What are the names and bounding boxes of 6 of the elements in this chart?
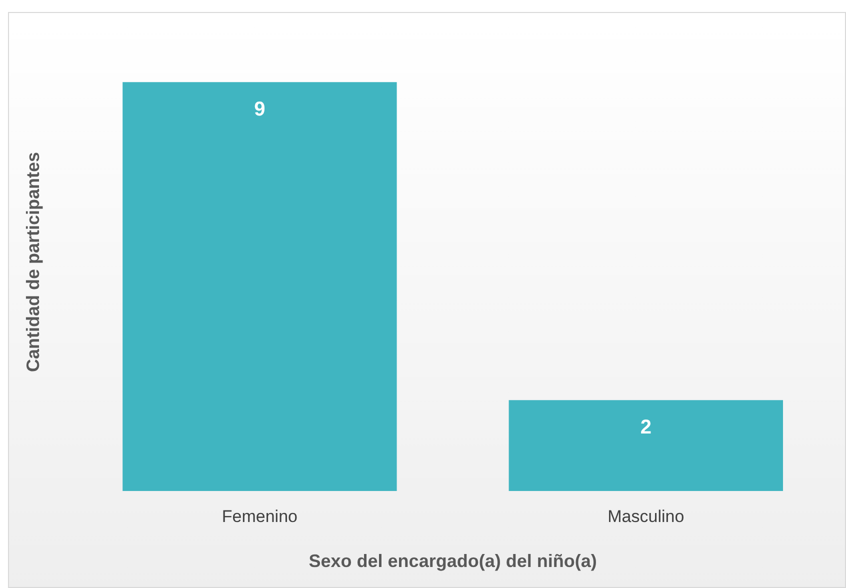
x-tick-label: Masculino (608, 506, 684, 526)
x-axis-title: Sexo del encargado(a) del niño(a) (308, 551, 597, 572)
y-axis-title: Cantidad de participantes (22, 152, 43, 372)
data-label: 9 (254, 98, 266, 121)
x-tick-label: Femenino (222, 506, 298, 526)
data-label: 2 (640, 416, 652, 439)
